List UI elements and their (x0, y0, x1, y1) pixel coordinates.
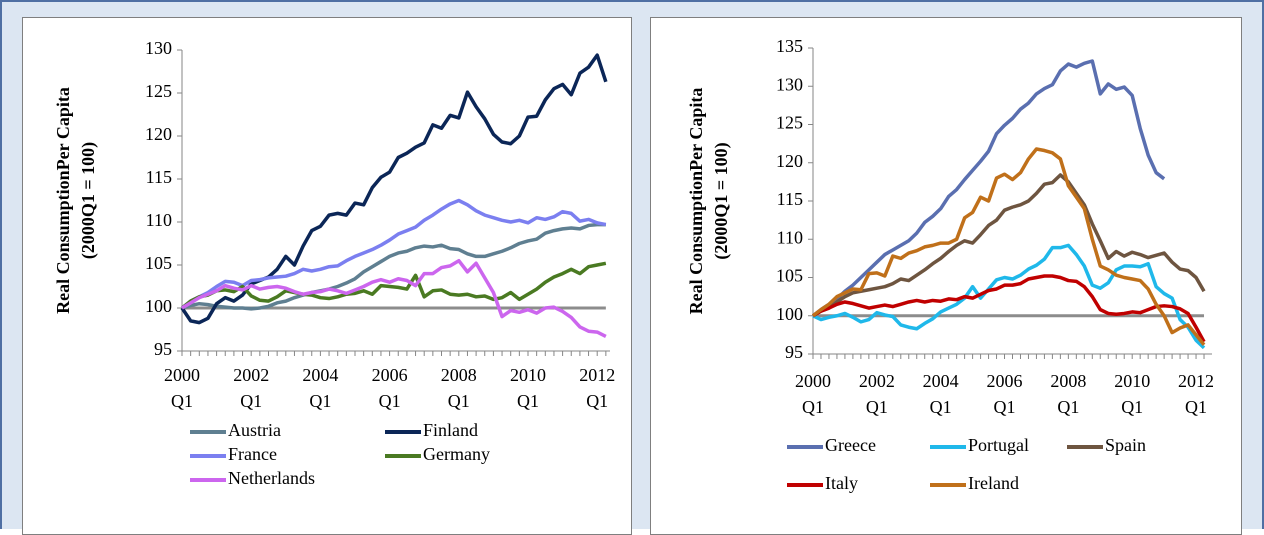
legend-label: Netherlands (228, 468, 315, 488)
series-line (181, 222, 606, 311)
y-tick-label: 125 (145, 81, 172, 101)
y-tick-label: 105 (145, 253, 172, 273)
y-tick-label: 120 (145, 124, 172, 144)
y-tick-label: 130 (145, 38, 172, 58)
series-line (180, 53, 608, 325)
y-tick-label: 95 (154, 339, 172, 359)
legend-label: Spain (1105, 435, 1146, 455)
x-tick-label: 2004 Q1 (922, 371, 959, 417)
legend-label: Germany (423, 444, 490, 464)
series-line (812, 243, 1206, 350)
legend-label: Italy (825, 473, 858, 493)
y-tick-label: 100 (776, 304, 803, 324)
series-line (812, 274, 1206, 343)
y-tick-label: 95 (785, 342, 803, 362)
x-tick-label: 2004 Q1 (302, 365, 339, 411)
y-tick-label: 125 (776, 113, 803, 133)
y-axis-label: (2000Q1 = 100) (78, 142, 99, 259)
series-line (812, 173, 1206, 318)
x-tick-label: 2008 Q1 (1050, 371, 1087, 417)
series-line (181, 258, 607, 338)
x-tick-label: 2002 Q1 (233, 365, 270, 411)
series-line (180, 198, 607, 310)
y-tick-label: 115 (146, 167, 172, 187)
x-tick-label: 2012 Q1 (1178, 371, 1215, 417)
x-tick-label: 2006 Q1 (986, 371, 1023, 417)
y-axis-label: (2000Q1 = 100) (711, 142, 732, 259)
legend-label: Portugal (968, 435, 1029, 455)
y-axis-label: Real ConsumptionPer Capita (686, 88, 706, 315)
y-tick-label: 110 (777, 227, 803, 247)
legend-label: Austria (228, 420, 281, 440)
series-line (811, 59, 1166, 318)
x-tick-label: 2000 Q1 (795, 371, 831, 417)
legend-label: France (228, 444, 277, 464)
series-line (180, 261, 607, 310)
y-tick-label: 130 (776, 74, 803, 94)
series-line (811, 147, 1206, 346)
x-tick-label: 2010 Q1 (510, 365, 546, 411)
x-tick-label: 2006 Q1 (371, 365, 408, 411)
y-tick-label: 105 (776, 266, 803, 286)
x-tick-label: 2010 Q1 (1114, 371, 1151, 417)
x-tick-label: 2002 Q1 (858, 371, 895, 417)
y-tick-label: 100 (145, 296, 172, 316)
x-tick-label: 2000 Q1 (164, 365, 200, 411)
y-tick-label: 110 (146, 210, 172, 230)
left-panel (22, 17, 632, 535)
y-tick-label: 115 (777, 189, 803, 209)
y-axis-label: Real ConsumptionPer Capita (53, 87, 73, 314)
legend-label: Greece (825, 435, 876, 455)
legend-label: Ireland (968, 473, 1019, 493)
y-tick-label: 120 (776, 151, 803, 171)
x-tick-label: 2008 Q1 (440, 365, 477, 411)
legend-label: Finland (423, 420, 478, 440)
x-tick-label: 2012 Q1 (579, 365, 616, 411)
y-tick-label: 135 (776, 36, 803, 56)
